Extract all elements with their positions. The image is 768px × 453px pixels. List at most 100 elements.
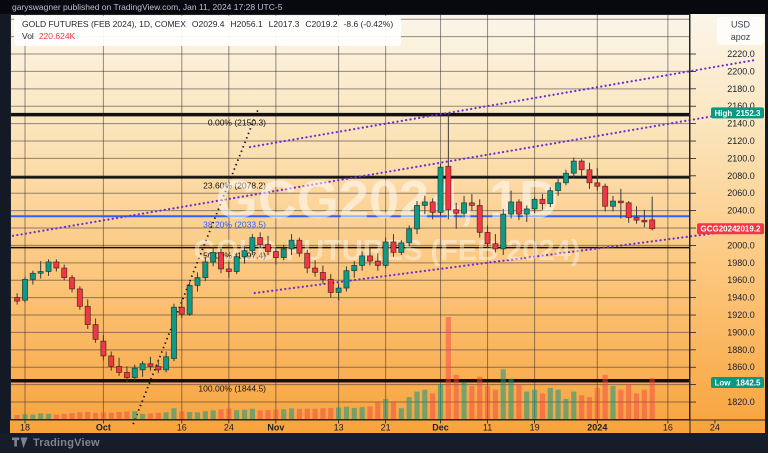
volume-bar (579, 395, 585, 419)
candle-body (131, 367, 138, 379)
volume-bar (92, 412, 99, 419)
candle-body (649, 219, 656, 230)
volume-bar (304, 408, 310, 419)
candle-body (476, 205, 483, 233)
time-axis[interactable] (10, 420, 765, 433)
volume-bar (516, 384, 522, 419)
time-tick-label: 13 (334, 423, 344, 433)
volume-bar (445, 317, 451, 419)
volume-bar (100, 412, 106, 419)
volume-bar (649, 378, 655, 419)
candle-body (515, 201, 522, 215)
symbol-legend[interactable]: GOLD FUTURES (FEB 2024), 1D, COMEX O2029.… (14, 16, 402, 46)
candle-body (610, 200, 617, 207)
chart-canvas[interactable]: 0.00% (2150.3) 23.60% (2078.2) 38.20% (203… (0, 14, 765, 433)
candle-body (468, 202, 475, 206)
volume-bar (202, 411, 208, 419)
trendline-channel-upper[interactable] (248, 58, 757, 149)
candle-body (29, 272, 36, 280)
candle-body (562, 172, 569, 184)
candle-body (374, 260, 381, 266)
volume-bar (563, 398, 569, 419)
volume-bar (336, 407, 342, 419)
candle-body (555, 182, 562, 192)
tradingview-brand[interactable]: TradingView (33, 437, 100, 449)
volume-bar (132, 411, 138, 419)
badge-high-value: 2152.3 (736, 109, 761, 118)
volume-bar (594, 387, 600, 419)
candle-body (445, 165, 452, 211)
badge-high (711, 107, 764, 119)
time-tick-label: 16 (177, 423, 187, 433)
price-tick-label: 1920.0 (727, 310, 755, 320)
candle-body (194, 277, 201, 286)
volume-bar (328, 407, 334, 419)
fib-level-label: 23.60% (2078.2) (203, 180, 266, 190)
volume-bar (226, 408, 232, 419)
volume-bar (367, 406, 373, 419)
trendline-channel-mid[interactable] (0, 107, 757, 240)
attribution-text: garyswagner published on TradingView.com… (12, 2, 283, 12)
fib-level-label: 50.00% (1997.4) (203, 251, 266, 261)
price-tick-label: 1880.0 (727, 345, 755, 355)
fib-level-label: 0.00% (2150.3) (208, 118, 266, 128)
price-tick-label: 2000.0 (727, 240, 755, 250)
candle-body (108, 355, 115, 367)
volume-bar (414, 391, 420, 419)
volume-bar (257, 410, 263, 419)
candle-body (327, 278, 334, 293)
candle-body (14, 297, 21, 302)
volume-bar (210, 410, 216, 419)
volume-bar (163, 412, 169, 419)
candle-body (272, 251, 279, 259)
ohlc-change: -8.6 (-0.42%) (343, 19, 394, 29)
volume-bar (406, 397, 412, 419)
volume-bar (586, 397, 593, 419)
volume-bar (312, 408, 318, 419)
candle-body (570, 160, 577, 174)
price-tick-label: 1960.0 (727, 275, 755, 285)
candle-body (53, 261, 60, 269)
price-tick-label: 2180.0 (727, 84, 755, 94)
volume-bar (194, 412, 201, 419)
symbol-title[interactable]: GOLD FUTURES (FEB 2024), 1D, COMEX (22, 19, 186, 29)
candle-body (437, 166, 444, 213)
axis-unit-currency: USD (731, 20, 751, 30)
candle-body (351, 265, 358, 272)
trendline-impulse-line[interactable] (132, 109, 259, 425)
badge-low-label: Low (715, 378, 732, 387)
candle-body (76, 288, 83, 307)
time-tick-label: 2024 (587, 423, 607, 433)
volume-bar (508, 378, 514, 419)
candle-body (484, 231, 491, 245)
candle-body (92, 324, 99, 340)
volume-bar (555, 389, 561, 419)
volume-bar (30, 414, 36, 419)
volume-bar (524, 391, 530, 419)
price-chart[interactable]: 0.00% (2150.3) 23.60% (2078.2) 38.20% (203… (0, 14, 765, 433)
candle-body (523, 208, 530, 215)
volume-bar (155, 412, 161, 419)
trendline-channel-lower[interactable] (253, 226, 757, 295)
tradingview-logo-icon[interactable] (12, 437, 28, 449)
price-tick-label: 2040.0 (727, 206, 755, 216)
volume-bar (53, 414, 59, 419)
legend-row-volume: Vol 220.624K (22, 30, 393, 42)
volume-bar (641, 389, 647, 419)
volume-bar (108, 412, 114, 419)
price-axis[interactable] (690, 14, 765, 420)
ohlc-high: H2056.1 (230, 19, 263, 29)
volume-bar (69, 413, 75, 419)
volume-bar (539, 393, 546, 419)
price-tick-label: 2160.0 (727, 101, 755, 111)
volume-bar (484, 385, 491, 419)
price-tick-label: 2100.0 (727, 153, 755, 163)
volume-label[interactable]: Vol (22, 31, 34, 42)
candle-body (547, 190, 554, 205)
volume-bar (241, 409, 248, 419)
candle-body (594, 182, 601, 187)
price-tick-label: 1980.0 (727, 258, 755, 268)
candle-body (421, 201, 428, 206)
volume-bar (532, 389, 538, 419)
volume-bar (116, 411, 122, 419)
